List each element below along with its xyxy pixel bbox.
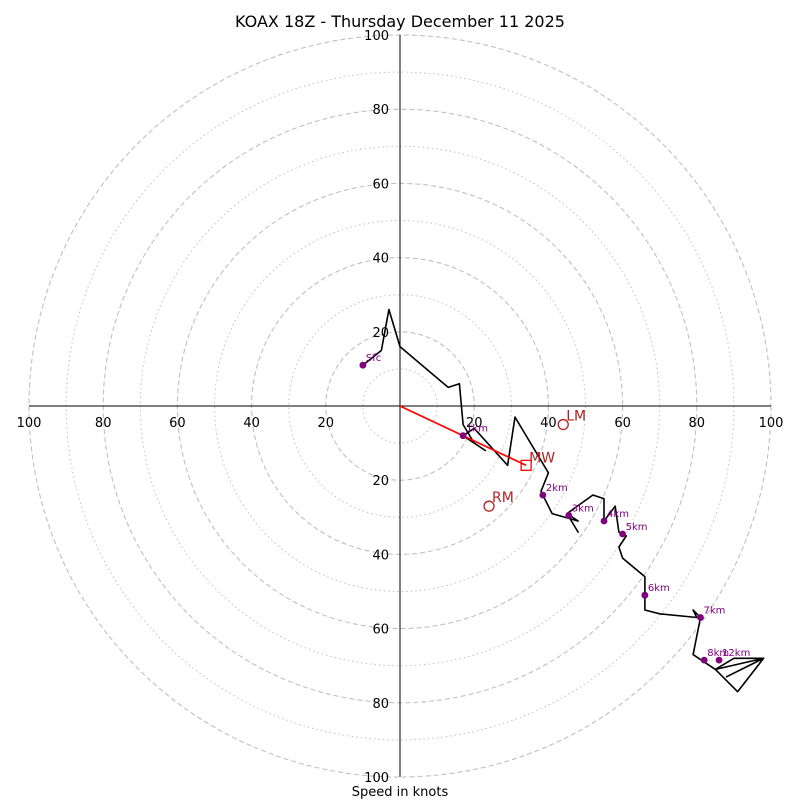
- x-tick-label: 40: [540, 416, 557, 431]
- x-tick-label: 80: [689, 416, 706, 431]
- height-marker-label: 5km: [626, 522, 648, 533]
- storm-motion-marker: [483, 500, 495, 512]
- x-tick-label: 60: [614, 416, 631, 431]
- height-marker: [700, 656, 708, 664]
- height-marker-label: 12km: [722, 648, 750, 659]
- storm-motion-marker: [557, 418, 569, 431]
- storm-motion-label: LM: [566, 409, 586, 425]
- y-tick-label: 40: [372, 548, 389, 563]
- height-marker: [600, 517, 608, 525]
- x-tick-label: 40: [243, 416, 260, 431]
- y-tick-label: 20: [372, 326, 389, 341]
- height-marker: [619, 530, 626, 538]
- height-marker: [715, 656, 723, 664]
- height-marker-label: 7km: [704, 605, 726, 616]
- height-marker: [641, 591, 649, 599]
- height-marker-label: 4km: [607, 509, 629, 520]
- x-axis-label: Speed in knots: [352, 785, 449, 800]
- x-tick-label: 80: [95, 416, 112, 431]
- storm-motion-label: RM: [492, 490, 514, 506]
- height-marker-label: 1km: [466, 424, 488, 435]
- height-marker-label: 3km: [572, 503, 594, 514]
- y-tick-label: 40: [372, 252, 389, 267]
- hodograph-trace: [362, 308, 765, 693]
- x-tick-label: 60: [169, 416, 186, 431]
- tick-labels: 100 80 60 40 20 20 40 60 80 100 100 80 60 40 20 20 40 60 8…: [17, 29, 784, 786]
- height-marker-label: 6km: [648, 583, 670, 594]
- height-marker: [359, 361, 367, 369]
- y-tick-label: 80: [372, 103, 389, 118]
- height-marker-label: 8km: [707, 648, 729, 659]
- chart-title: KOAX 18Z - Thursday December 11 2025: [235, 12, 565, 31]
- height-marker: [565, 512, 573, 519]
- height-marker-label: Sfc: [366, 353, 381, 364]
- height-marker-label: 2km: [546, 483, 568, 494]
- x-tick-label: 100: [759, 416, 784, 431]
- y-tick-label: 60: [372, 623, 389, 638]
- y-tick-label: 80: [372, 697, 389, 712]
- y-tick-label: 60: [372, 177, 389, 192]
- y-tick-label: 100: [364, 29, 389, 44]
- height-marker: [697, 614, 704, 621]
- x-tick-label: 100: [17, 416, 42, 431]
- x-tick-label: 20: [318, 416, 335, 431]
- height-marker: [539, 491, 547, 499]
- height-marker: [459, 432, 467, 440]
- x-tick-label: 20: [466, 416, 483, 431]
- y-tick-label: 20: [372, 474, 389, 489]
- mean-wind-marker: [520, 459, 532, 472]
- y-tick-label: 100: [364, 771, 389, 786]
- mean-wind-label: MW: [529, 450, 555, 466]
